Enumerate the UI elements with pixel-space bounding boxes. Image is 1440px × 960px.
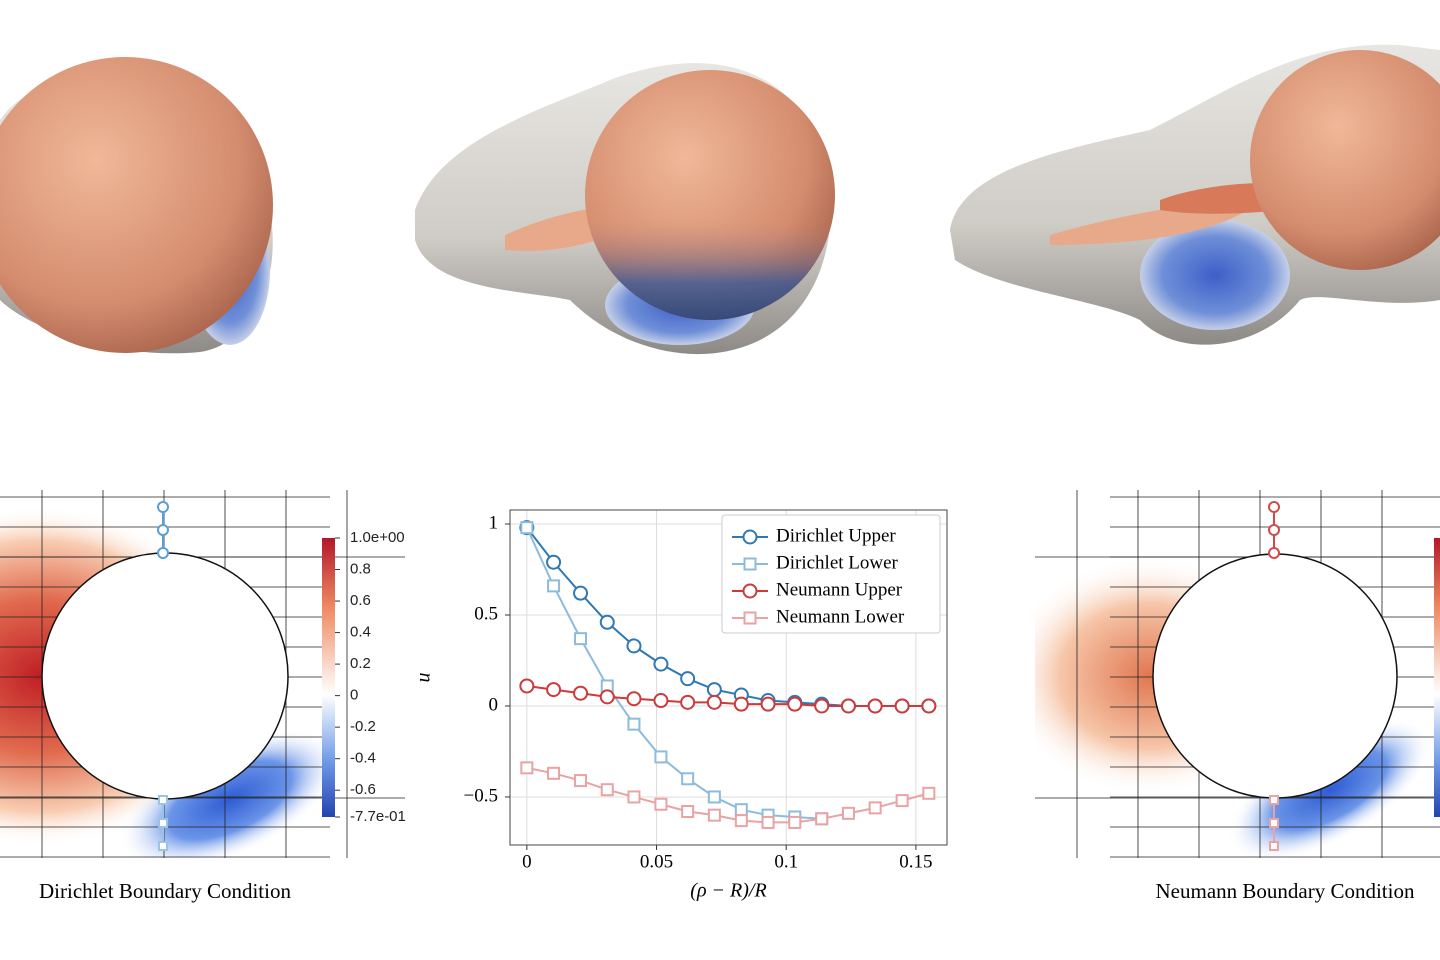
- marker: [706, 682, 722, 698]
- x-tick-label: 0: [522, 851, 532, 872]
- marker: [760, 696, 776, 712]
- panel-caption: Neumann Boundary Condition: [1156, 879, 1415, 903]
- marker: [574, 774, 588, 788]
- colorbar-tick-label: 0.8: [350, 560, 371, 577]
- x-axis-label: (ρ − R)/R: [690, 880, 766, 902]
- marker: [680, 671, 696, 687]
- marker: [734, 814, 748, 828]
- marker: [654, 797, 668, 811]
- y-tick-label: 1: [489, 512, 499, 533]
- marker: [734, 803, 748, 817]
- field-right: [1035, 490, 1440, 858]
- x-tick-label: 0.1: [774, 851, 798, 872]
- series-line: [526, 766, 930, 824]
- marker: [787, 696, 803, 712]
- marker: [520, 521, 534, 535]
- marker: [626, 638, 642, 654]
- legend-label: Neumann Lower: [776, 606, 905, 627]
- colorbar-tick-label: 0.2: [350, 655, 371, 672]
- marker: [743, 611, 757, 625]
- marker: [573, 685, 589, 701]
- y-tick-label: 0: [489, 694, 499, 715]
- marker: [840, 698, 856, 714]
- marker: [895, 794, 909, 808]
- marker: [547, 766, 561, 780]
- plot-frame: [509, 509, 948, 846]
- marker: [788, 815, 802, 829]
- marker: [707, 790, 721, 804]
- marker: [761, 815, 775, 829]
- colorbar-tick-label: -0.4: [350, 750, 376, 767]
- field-left: [0, 490, 405, 858]
- marker: [600, 783, 614, 797]
- colorbar-tick-label: -0.6: [350, 781, 376, 798]
- marker: [599, 689, 615, 705]
- legend-label: Neumann Upper: [776, 579, 903, 600]
- legend-label: Dirichlet Upper: [776, 525, 896, 546]
- legend-label: Dirichlet Lower: [776, 552, 899, 573]
- colorbar: [322, 538, 335, 817]
- marker: [868, 801, 882, 815]
- y-axis-label: u: [413, 673, 435, 683]
- colorbar-tick-label: 0.6: [350, 592, 371, 609]
- marker: [519, 678, 535, 694]
- marker: [654, 750, 668, 764]
- marker: [547, 579, 561, 593]
- marker: [743, 557, 757, 571]
- x-tick-label: 0.05: [640, 851, 673, 872]
- marker: [742, 583, 758, 599]
- marker: [599, 614, 615, 630]
- marker: [626, 691, 642, 707]
- marker: [573, 585, 589, 601]
- marker: [546, 554, 562, 570]
- marker: [894, 698, 910, 714]
- colorbar: [1434, 538, 1440, 817]
- marker: [653, 693, 669, 709]
- marker: [546, 682, 562, 698]
- marker: [627, 717, 641, 731]
- marker: [841, 806, 855, 820]
- probe-left: [157, 501, 169, 851]
- marker: [706, 694, 722, 710]
- x-tick-label: 0.15: [899, 851, 932, 872]
- panel-caption: Dirichlet Boundary Condition: [39, 879, 291, 903]
- colorbar-tick-label: -0.2: [350, 718, 376, 735]
- marker: [814, 698, 830, 714]
- colorbar-tick-label: 1.0e+00: [350, 529, 405, 546]
- render-right: [950, 44, 1440, 345]
- marker: [707, 808, 721, 822]
- marker: [520, 761, 534, 775]
- colorbar-tick-label: 0: [350, 687, 358, 704]
- colorbar-tick-label: -7.7e-01: [350, 808, 406, 825]
- marker: [627, 790, 641, 804]
- probe-right: [1268, 501, 1280, 851]
- marker: [681, 805, 695, 819]
- marker: [574, 632, 588, 646]
- series-line: [526, 684, 929, 707]
- colorbar-tick-label: 0.4: [350, 624, 371, 641]
- marker: [653, 656, 669, 672]
- marker: [815, 812, 829, 826]
- render-middle: [415, 63, 835, 355]
- marker: [922, 786, 936, 800]
- render-left: [0, 57, 273, 354]
- legend-box: [721, 514, 941, 634]
- marker: [742, 529, 758, 545]
- y-tick-label: 0.5: [474, 603, 498, 624]
- marker: [680, 694, 696, 710]
- marker: [921, 698, 937, 714]
- marker: [733, 696, 749, 712]
- marker: [867, 698, 883, 714]
- y-tick-label: −0.5: [464, 785, 498, 806]
- marker: [681, 772, 695, 786]
